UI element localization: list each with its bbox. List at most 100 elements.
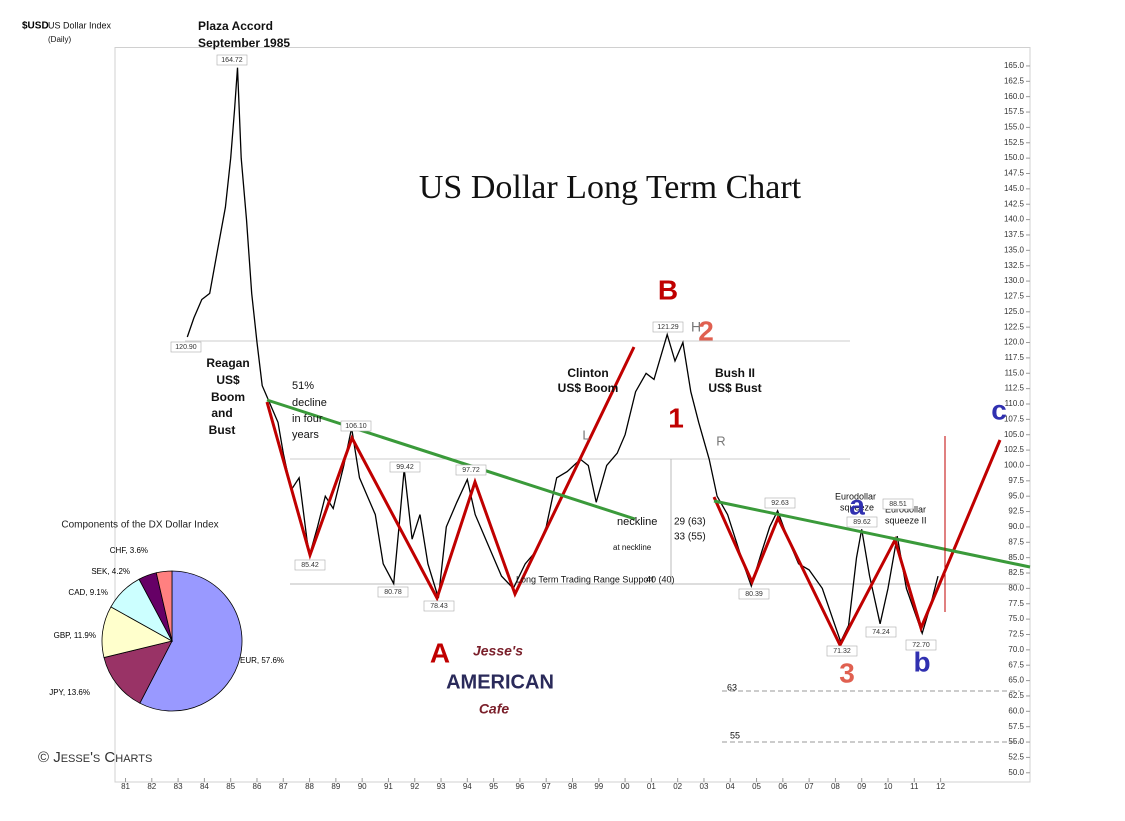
y-tick-label: 115.0 — [1005, 368, 1025, 377]
y-tick-label: 130.0 — [1004, 276, 1025, 285]
pie-slice — [139, 570, 243, 712]
x-tick-label: 84 — [200, 782, 209, 791]
price-label: 78.43 — [430, 603, 448, 610]
annotation: L — [582, 427, 589, 442]
x-tick-label: 86 — [253, 782, 262, 791]
y-tick-label: 117.5 — [1005, 353, 1025, 362]
y-tick-label: 155.0 — [1004, 123, 1025, 132]
trend-line — [713, 499, 1031, 569]
y-tick-label: 70.0 — [1008, 645, 1024, 654]
x-tick-label: 87 — [279, 782, 288, 791]
x-tick-label: 83 — [174, 782, 183, 791]
slice-label: GBP, 11.9% — [54, 631, 96, 640]
y-tick-label: 65.0 — [1008, 676, 1024, 685]
y-tick-label: 152.5 — [1004, 138, 1025, 147]
y-tick-label: 107.5 — [1004, 414, 1025, 423]
x-tick-label: 88 — [305, 782, 314, 791]
x-tick-label: 02 — [673, 782, 682, 791]
y-tick-label: 132.5 — [1004, 261, 1025, 270]
x-tick-label: 81 — [121, 782, 130, 791]
price-label: 92.63 — [771, 500, 789, 507]
wave-label: b — [913, 646, 930, 677]
price-label-box — [846, 516, 878, 528]
wave-line — [265, 346, 636, 602]
x-tick-label: 90 — [358, 782, 367, 791]
annotation: squeeze II — [885, 515, 927, 525]
annotation: (Daily) — [48, 35, 71, 44]
price-label-box — [455, 464, 487, 476]
x-tick-label: 04 — [726, 782, 735, 791]
price-label: 99.42 — [396, 464, 414, 471]
price-label-box — [905, 639, 937, 651]
y-tick-label: 102.5 — [1004, 445, 1025, 454]
x-tick-label: 85 — [226, 782, 235, 791]
x-tick-label: 82 — [147, 782, 156, 791]
y-tick-label: 57.5 — [1008, 722, 1024, 731]
x-tick-label: 01 — [647, 782, 656, 791]
y-tick-label: 142.5 — [1004, 199, 1025, 208]
price-label-box — [294, 559, 326, 571]
y-tick-label: 55.0 — [1008, 737, 1024, 746]
y-tick-label: 85.0 — [1008, 553, 1024, 562]
x-tick-label: 06 — [778, 782, 787, 791]
annotation: Bust — [209, 423, 236, 437]
x-tick-label: 10 — [884, 782, 893, 791]
price-label: 120.90 — [175, 344, 197, 351]
wave-label: B — [658, 274, 678, 305]
x-tick-label: 94 — [463, 782, 472, 791]
price-label-box — [377, 586, 409, 598]
price-label: 121.29 — [657, 324, 679, 331]
y-tick-label: 62.5 — [1008, 691, 1024, 700]
x-tick-label: 95 — [489, 782, 498, 791]
wave-label: 2 — [698, 315, 714, 346]
price-label: 71.32 — [833, 648, 851, 655]
wave-label: A — [430, 637, 450, 668]
price-label: 97.72 — [462, 467, 480, 474]
y-tick-label: 140.0 — [1004, 215, 1025, 224]
y-tick-label: 127.5 — [1004, 292, 1025, 301]
slice-label: CAD, 9.1% — [68, 588, 108, 597]
slice-label: SEK, 4.2% — [91, 567, 130, 576]
price-label-box — [170, 341, 202, 353]
x-tick-label: 91 — [384, 782, 393, 791]
wave-label: a — [849, 489, 865, 520]
y-tick-label: 110.0 — [1005, 399, 1025, 408]
annotation: Bush II — [715, 366, 755, 380]
y-tick-label: 97.5 — [1008, 476, 1024, 485]
y-tick-label: 165.0 — [1004, 61, 1025, 70]
y-tick-label: 125.0 — [1004, 307, 1025, 316]
y-tick-label: 67.5 — [1008, 660, 1024, 669]
price-label-box — [865, 626, 897, 638]
y-tick-label: 137.5 — [1004, 230, 1025, 239]
y-tick-label: 122.5 — [1004, 322, 1025, 331]
price-label-box — [423, 600, 455, 612]
price-label: 80.78 — [384, 589, 402, 596]
price-label-box — [826, 645, 858, 657]
logo-text: Cafe — [479, 701, 510, 717]
price-label-box — [340, 420, 372, 432]
wave-label: 1 — [668, 402, 684, 433]
price-label-box — [389, 461, 421, 473]
annotation: squeeze — [840, 502, 874, 512]
y-tick-label: 135.0 — [1004, 245, 1025, 254]
annotation: 63 — [727, 682, 737, 692]
y-tick-label: 77.5 — [1008, 599, 1024, 608]
annotation: 29 (63) — [674, 517, 706, 528]
y-tick-label: 72.5 — [1008, 630, 1024, 639]
y-tick-label: 60.0 — [1008, 706, 1024, 715]
x-tick-label: 07 — [805, 782, 814, 791]
price-label: 74.24 — [872, 629, 890, 636]
price-label-box — [216, 54, 248, 66]
annotation: US$ — [216, 373, 240, 387]
price-label: 106.10 — [345, 423, 367, 430]
annotation: neckline — [617, 516, 657, 528]
x-tick-label: 98 — [568, 782, 577, 791]
y-tick-label: 150.0 — [1004, 153, 1025, 162]
y-tick-label: 75.0 — [1008, 614, 1024, 623]
price-label: 80.39 — [745, 591, 763, 598]
x-tick-label: 12 — [936, 782, 945, 791]
price-label-box — [738, 588, 770, 600]
annotation: Eurodollar — [885, 504, 926, 514]
x-tick-label: 97 — [542, 782, 551, 791]
slice-label: CHF, 3.6% — [110, 546, 148, 555]
